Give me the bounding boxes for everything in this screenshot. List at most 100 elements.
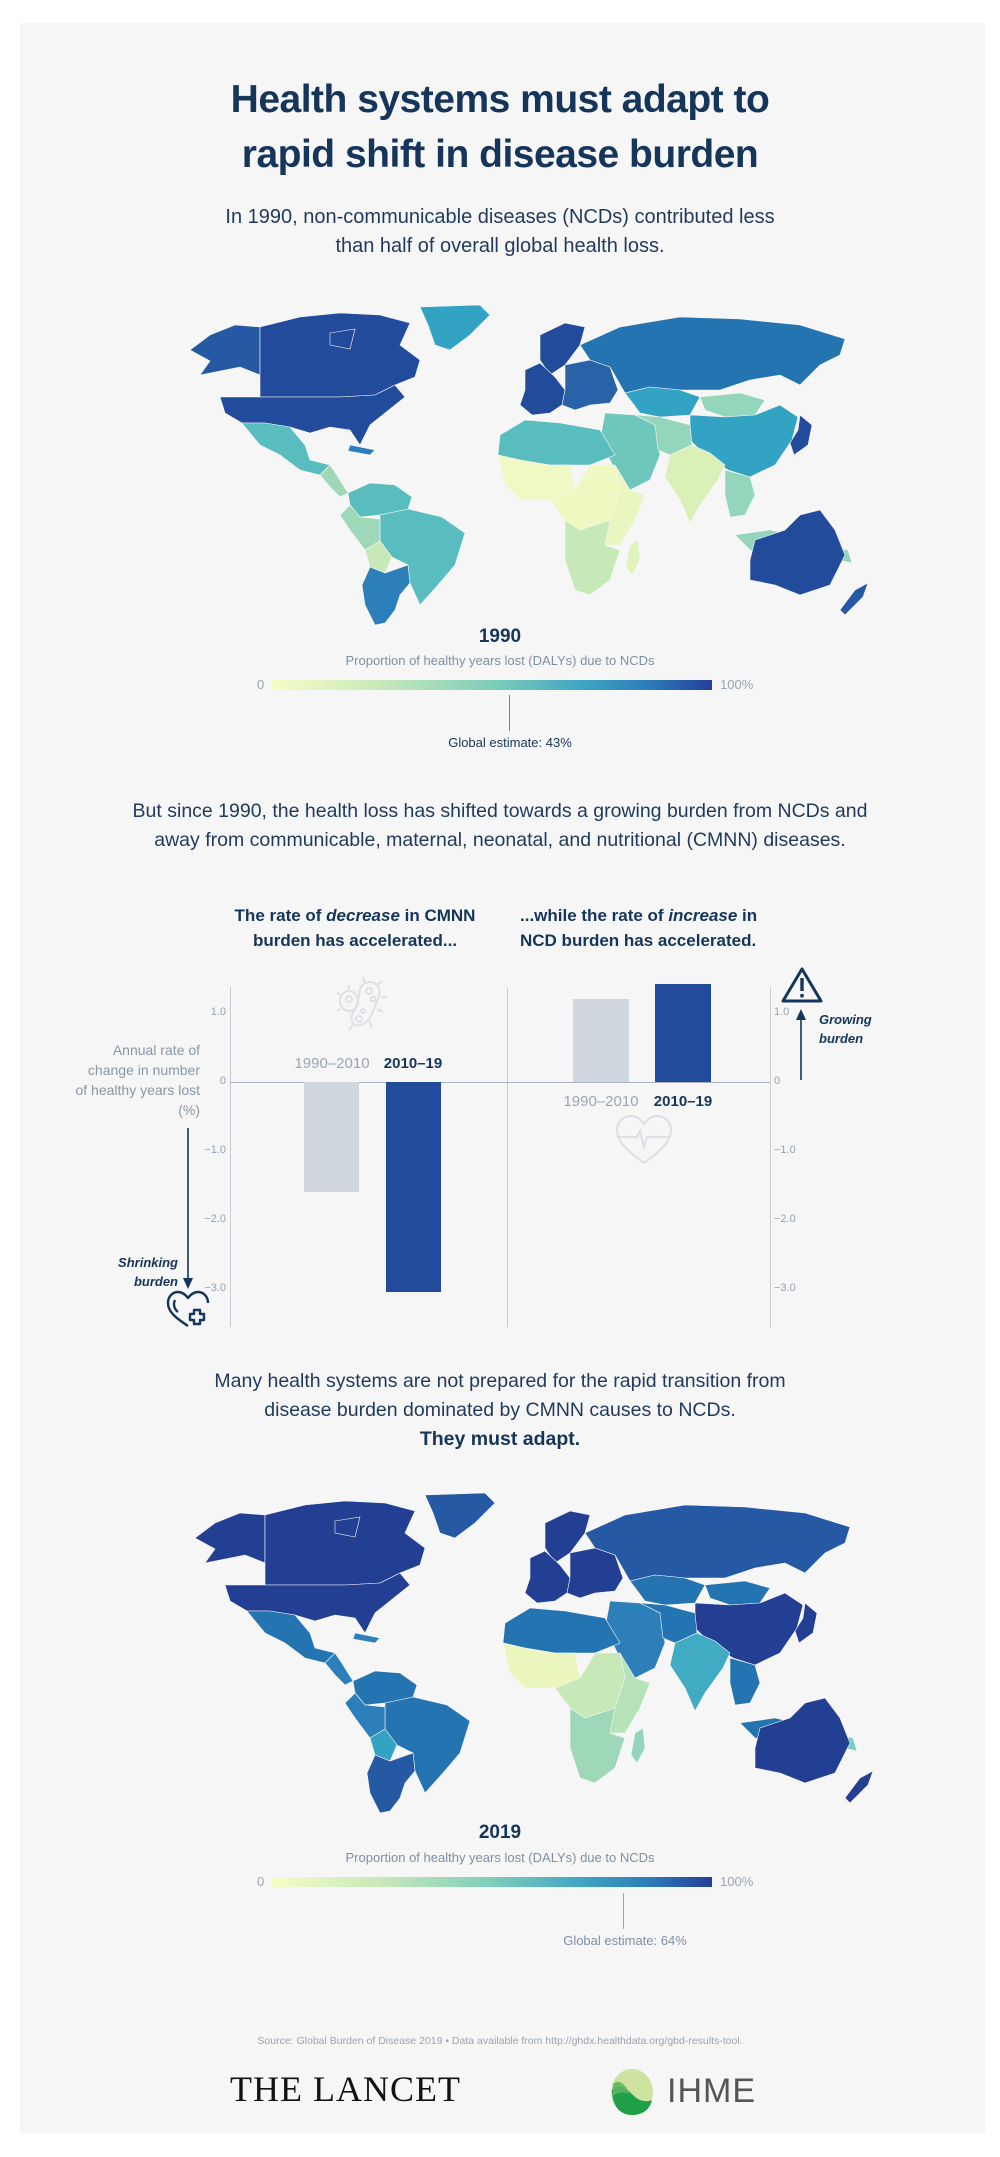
up-arrow-icon (796, 1009, 806, 1080)
ihme-logo-icon (611, 2069, 653, 2115)
note-line: burden (133, 1274, 178, 1289)
map-1990-scale-max: 100% (720, 677, 754, 692)
heart-plus-icon (166, 1290, 210, 1327)
map-1990-scale-min: 0 (257, 677, 265, 692)
right-tick-neg3: −3.0 (774, 1282, 796, 1294)
right-tick-neg2: −2.0 (774, 1213, 796, 1225)
region-eastern-europe (561, 359, 619, 411)
y-label-line: (%) (178, 1102, 200, 1118)
region-russia (584, 1504, 851, 1582)
right-tick-0: 0 (774, 1075, 781, 1087)
map-1990-colorbar (271, 680, 712, 690)
map-2019-scale-min: 0 (257, 1874, 265, 1889)
transition-line-2: away from communicable, maternal, neonat… (154, 829, 846, 851)
ncd-period-1-label: 1990–2010 (563, 1093, 639, 1110)
map-1990-year: 1990 (478, 626, 522, 647)
heading-emphasis: decrease (326, 906, 400, 925)
region-southern-africa (569, 1707, 626, 1784)
conclusion-emphasis: They must adapt. (419, 1428, 581, 1450)
virus-icon (336, 976, 387, 1031)
right-y-axis (770, 987, 771, 1327)
map-2019-estimate-marker (623, 1893, 624, 1929)
region-new-zealand (844, 1770, 874, 1804)
conclusion-line-1: Many health systems are not prepared for… (214, 1370, 786, 1392)
region-eastern-europe (566, 1547, 624, 1599)
region-southeast-asia (724, 469, 756, 518)
note-line: burden (819, 1031, 864, 1046)
heading-text: in (737, 906, 758, 925)
heart-pulse-icon (615, 1114, 673, 1165)
region-scandinavia (539, 322, 586, 376)
region-central-asia (624, 386, 701, 418)
title-line-2: rapid shift in disease burden (241, 133, 759, 176)
ncd-period-2-label: 2010–19 (653, 1093, 713, 1110)
the-lancet-logo: THE LANCET (230, 2069, 461, 2109)
heading-line-2: NCD burden has accelerated. (520, 931, 757, 950)
transition-line-1: But since 1990, the health loss has shif… (132, 800, 868, 822)
region-alaska (194, 1512, 266, 1564)
region-bolivia (369, 1728, 398, 1762)
cmnn-period-1-label: 1990–2010 (294, 1055, 370, 1072)
region-mongolia (704, 1580, 771, 1606)
region-japan-korea (789, 414, 813, 456)
heading-text: ...while the rate of (520, 906, 669, 925)
heading-text: in CMNN (399, 906, 476, 925)
ncd-chart-heading: ...while the rate of increase in NCD bur… (520, 903, 800, 953)
region-south-asia (664, 444, 726, 524)
right-tick-1: 1.0 (774, 1006, 790, 1018)
ihme-logo-text: IHME (667, 2072, 756, 2110)
note-line: Growing (819, 1012, 872, 1027)
region-bolivia (364, 540, 393, 574)
intro-line-1: In 1990, non-communicable diseases (NCDs… (225, 206, 775, 228)
region-japan-korea (794, 1602, 818, 1644)
region-argentina-chile (361, 564, 411, 626)
left-tick-0: 0 (219, 1075, 226, 1087)
map-2019-legend-title: Proportion of healthy years lost (DALYs)… (345, 1850, 655, 1865)
y-label-line: of healthy years lost (75, 1082, 200, 1098)
region-new-zealand (839, 582, 869, 616)
warning-icon (781, 967, 823, 1003)
source-note: Source: Global Burden of Disease 2019 • … (257, 2035, 743, 2047)
left-tick-neg1: −1.0 (204, 1144, 226, 1156)
region-greenland (419, 304, 491, 351)
map-2019-scale-max: 100% (720, 1874, 754, 1889)
left-tick-1: 1.0 (210, 1006, 226, 1018)
region-madagascar (625, 539, 641, 576)
left-y-axis (230, 987, 231, 1327)
region-mongolia (699, 392, 766, 418)
region-canada (259, 312, 421, 398)
intro-text: In 1990, non-communicable diseases (NCDs… (0, 203, 1000, 261)
region-australia (749, 509, 846, 596)
page-title: Health systems must adapt to rapid shift… (0, 72, 1000, 182)
region-alaska (189, 324, 261, 376)
y-axis-label: Annual rate of change in number of healt… (60, 1040, 200, 1120)
region-southern-africa (564, 519, 621, 596)
divider-line (507, 987, 508, 1327)
region-greenland (424, 1492, 496, 1539)
region-central-asia (629, 1574, 706, 1606)
region-south-asia (669, 1632, 731, 1712)
region-western-europe (519, 362, 566, 416)
cmnn-bar-2010-19 (386, 1082, 441, 1293)
region-east-africa (604, 464, 646, 546)
infographic-panel (20, 23, 985, 2133)
region-east-africa (609, 1652, 651, 1734)
conclusion-text: Many health systems are not prepared for… (0, 1367, 1000, 1454)
right-tick-neg1: −1.0 (774, 1144, 796, 1156)
region-madagascar (630, 1727, 646, 1764)
region-caribbean (352, 1632, 381, 1644)
conclusion-line-2: disease burden dominated by CMNN causes … (264, 1399, 736, 1421)
growing-burden-note: Growing burden (819, 1010, 872, 1048)
left-tick-neg3: −3.0 (204, 1282, 226, 1294)
y-label-line: change in number (87, 1062, 200, 1078)
title-line-1: Health systems must adapt to (230, 78, 770, 121)
zero-baseline (230, 1082, 770, 1083)
map-1990-estimate-marker (509, 695, 510, 731)
shrinking-burden-note: Shrinking burden (100, 1253, 178, 1291)
region-western-europe (524, 1550, 571, 1604)
region-russia (579, 316, 846, 394)
cmnn-period-2-label: 2010–19 (383, 1055, 443, 1072)
map-2019-colorbar (271, 1877, 712, 1887)
region-australia (754, 1697, 851, 1784)
region-north-africa (497, 419, 616, 466)
